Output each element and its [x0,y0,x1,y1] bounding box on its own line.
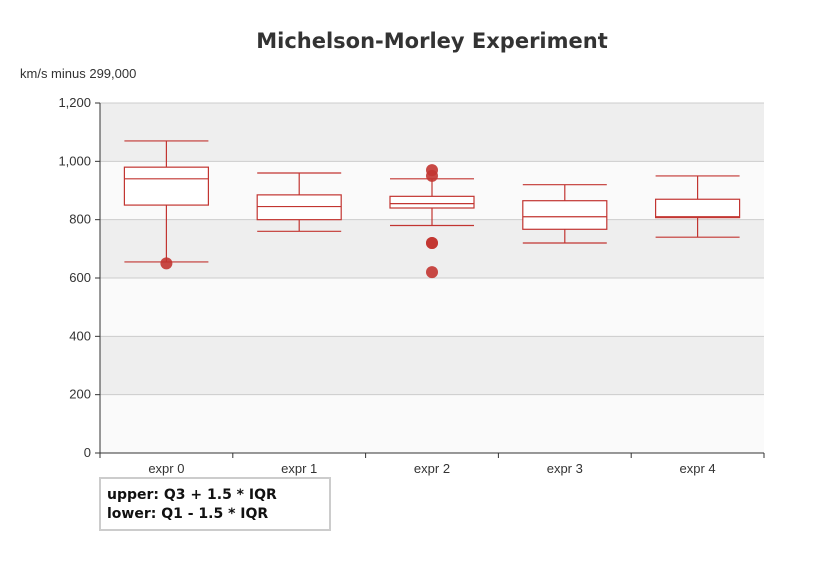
background-band [100,336,764,395]
y-tick-label: 200 [69,387,91,402]
outlier-point[interactable] [426,266,438,279]
y-tick-label: 600 [69,270,91,285]
x-tick-label: expr 4 [680,461,716,476]
outlier-point[interactable] [160,257,173,270]
iqr-note-box [99,477,331,531]
box-expr-1[interactable] [256,172,342,232]
y-axis-title: km/s minus 299,000 [20,66,136,81]
y-tick-label: 1,000 [58,153,91,168]
background-band [100,103,764,162]
chart-title: Michelson-Morley Experiment [256,29,607,53]
x-tick-label: expr 0 [148,461,184,476]
box-body [256,194,342,221]
box-body [522,200,608,230]
box-body [654,198,741,219]
outlier-point[interactable] [426,237,438,249]
y-tick-label: 1,200 [58,95,91,110]
box-expr-3[interactable] [522,184,608,244]
outlier-point[interactable] [426,164,438,177]
x-tick-label: expr 1 [281,461,317,476]
box-body [123,166,210,206]
y-tick-label: 400 [69,328,91,343]
x-tick-label: expr 3 [547,461,583,476]
box-body [389,195,475,209]
iqr-note-lower: lower: Q1 - 1.5 * IQR [107,506,268,522]
y-tick-label: 800 [69,212,91,227]
background-band [100,278,764,337]
iqr-note: upper: Q3 + 1.5 * IQR lower: Q1 - 1.5 * … [99,477,331,531]
x-tick-label: expr 2 [414,461,450,476]
box-expr-0[interactable] [123,140,210,263]
y-axis: 0 200 400 600 800 1,000 1,200 [58,95,101,460]
x-axis: expr 0 expr 1 expr 2 expr 3 expr 4 [99,452,765,476]
box-expr-4[interactable] [654,175,741,238]
iqr-note-upper: upper: Q3 + 1.5 * IQR [107,487,277,503]
y-tick-label: 0 [84,445,91,460]
outlier-series [160,164,438,279]
background-band [100,394,764,453]
